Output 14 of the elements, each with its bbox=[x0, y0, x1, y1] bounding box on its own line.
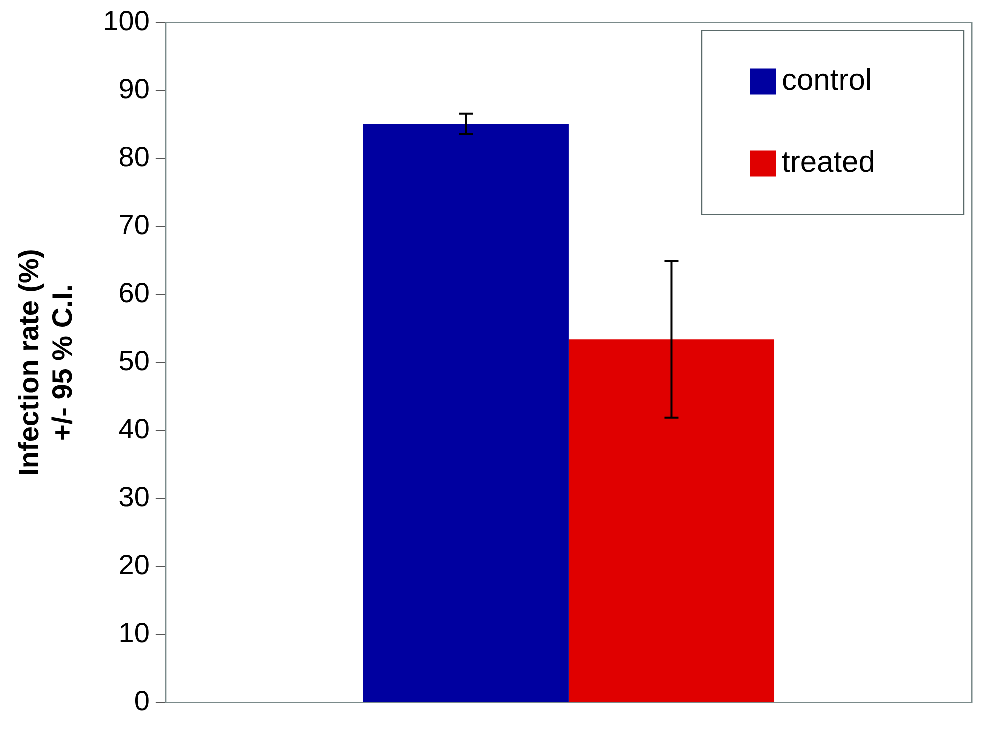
y-tick-label: 60 bbox=[118, 278, 150, 309]
y-tick-label: 20 bbox=[118, 550, 150, 581]
y-tick-label: 100 bbox=[103, 6, 150, 37]
y-tick-label: 90 bbox=[118, 74, 150, 105]
legend-label: control bbox=[782, 64, 872, 98]
y-tick-label: 10 bbox=[118, 618, 150, 649]
y-tick-label: 70 bbox=[118, 210, 150, 241]
legend-label: treated bbox=[782, 146, 876, 180]
y-tick-label: 40 bbox=[118, 414, 150, 445]
y-axis-title: Infection rate (%) +/- 95 % C.I. bbox=[14, 249, 78, 476]
y-tick-label: 50 bbox=[118, 346, 150, 377]
y-tick-label: 30 bbox=[118, 482, 150, 513]
y-tick-label: 80 bbox=[118, 142, 150, 173]
y-tick-label: 0 bbox=[134, 686, 150, 717]
